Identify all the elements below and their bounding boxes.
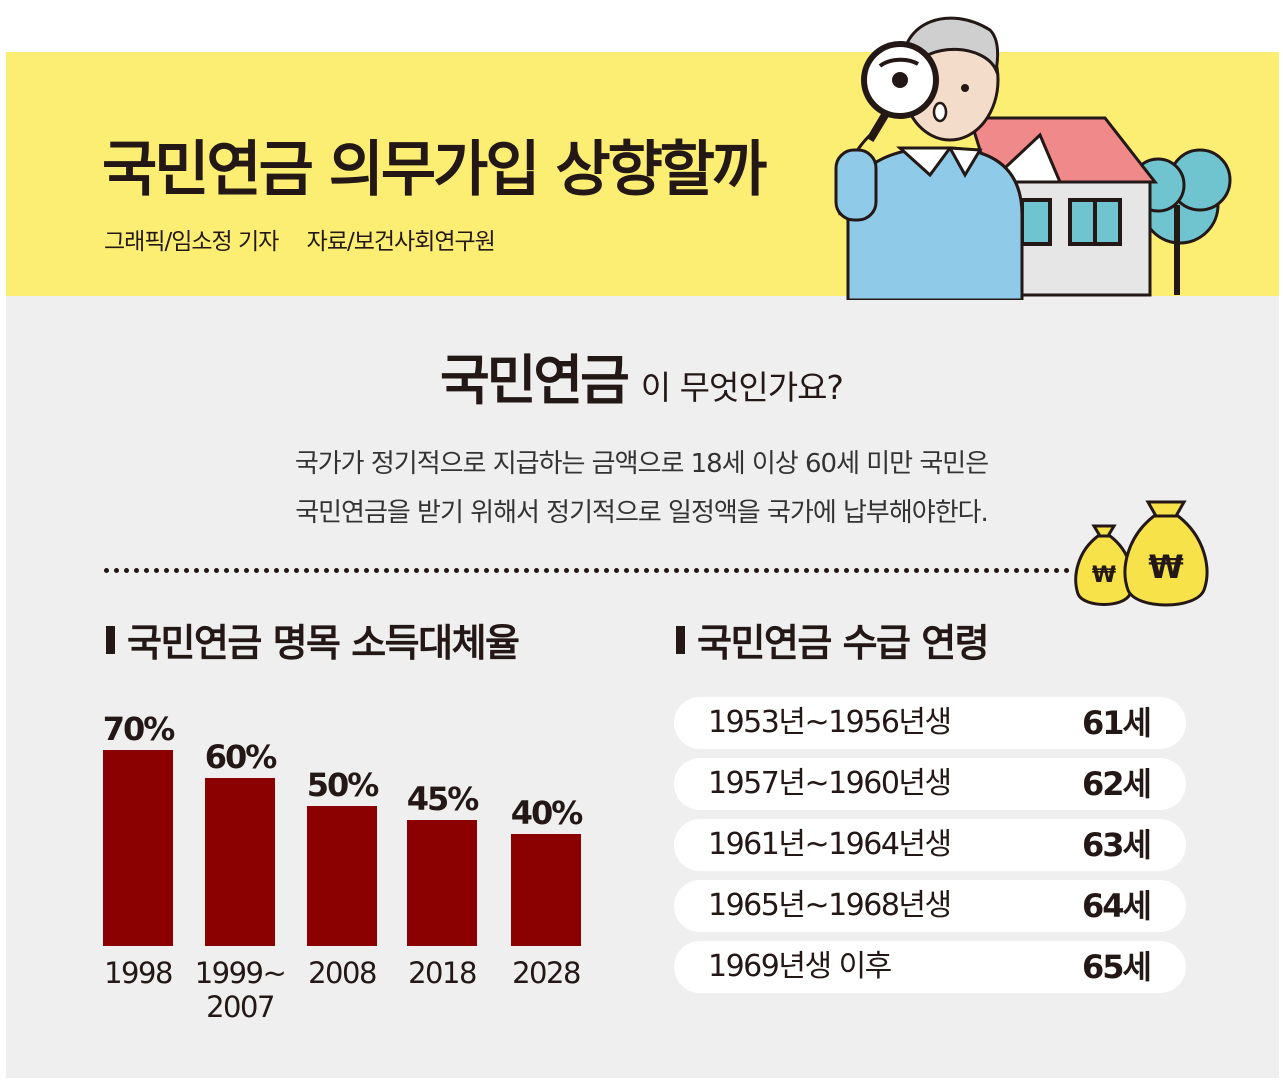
money-symbol-large: ₩ xyxy=(1148,548,1183,586)
pension-age-row: 1969년생 이후 65세 xyxy=(674,941,1186,993)
birth-year-range: 1961년~1964년생 xyxy=(708,827,952,862)
pension-start-age: 61세 xyxy=(1082,704,1152,742)
section-marker-icon xyxy=(106,625,115,654)
elderly-man-magnifier-house-illustration xyxy=(834,16,1232,300)
birth-year-range: 1969년생 이후 xyxy=(708,949,892,984)
replacement-rate-title-text: 국민연금 명목 소득대체율 xyxy=(127,621,520,665)
section-marker-icon xyxy=(676,625,685,654)
credit-graphic: 그래픽/임소정 기자 xyxy=(104,229,279,255)
pension-age-section-title: 국민연금 수급 연령 xyxy=(676,612,990,667)
birth-year-range: 1965년~1968년생 xyxy=(708,888,952,923)
house-icon xyxy=(967,116,1159,297)
intro-heading: 국민연금 이 무엇인가요? xyxy=(0,336,1283,415)
category-tick-label: 1998 xyxy=(104,956,172,990)
intro-heading-rest: 이 무엇인가요? xyxy=(640,368,844,407)
replacement-rate-section-title: 국민연금 명목 소득대체율 xyxy=(106,612,520,667)
bar xyxy=(205,778,275,946)
pension-age-list: 1953년~1956년생 61세 1957년~1960년생 62세 1961년~1964… xyxy=(674,697,1186,1002)
pension-start-age: 63세 xyxy=(1082,826,1152,864)
bar-value-label: 45% xyxy=(407,780,480,818)
page-title: 국민연금 의무가입 상향할까 xyxy=(102,135,767,205)
bar xyxy=(407,820,477,946)
intro-heading-bold: 국민연금 xyxy=(440,349,630,412)
replacement-rate-bar-chart: 70% 1998 60% 1999~ 2007 50% 2008 45% 2018 40% 2028 xyxy=(103,710,586,1024)
bar xyxy=(511,834,581,946)
money-bag-large: ₩ xyxy=(1123,500,1209,607)
category-tick-label: 2018 xyxy=(408,956,476,990)
pension-age-row: 1953년~1956년생 61세 xyxy=(674,697,1186,749)
pension-age-row: 1961년~1964년생 63세 xyxy=(674,819,1186,871)
birth-year-range: 1957년~1960년생 xyxy=(708,766,952,801)
category-tick-label: 2028 xyxy=(512,956,580,990)
pension-age-row: 1957년~1960년생 62세 xyxy=(674,758,1186,810)
intro-description-line2: 국민연금을 받기 위해서 정기적으로 일정액을 국가에 납부해야한다. xyxy=(295,498,989,528)
bar-value-label: 70% xyxy=(103,710,176,748)
bar-value-label: 40% xyxy=(511,794,584,832)
dotted-divider xyxy=(104,568,1070,573)
category-tick-label: 2008 xyxy=(308,956,376,990)
pension-age-title-text: 국민연금 수급 연령 xyxy=(697,621,990,665)
bar xyxy=(103,750,173,946)
bar-value-label: 60% xyxy=(205,738,278,776)
credit-source: 자료/보건사회연구원 xyxy=(306,229,496,255)
money-bag-small: ₩ xyxy=(1074,524,1134,606)
pension-start-age: 64세 xyxy=(1082,887,1152,925)
pension-start-age: 65세 xyxy=(1082,948,1152,986)
category-tick-label: 1999~ 2007 xyxy=(195,956,286,1024)
bar xyxy=(307,806,377,946)
money-bag-icon: ₩ ₩ xyxy=(1074,500,1209,607)
intro-description-line1: 국가가 정기적으로 지급하는 금액으로 18세 이상 60세 미만 국민은 xyxy=(294,449,989,479)
money-symbol-small: ₩ xyxy=(1092,563,1116,588)
elderly-man-icon xyxy=(834,16,1024,300)
pension-start-age: 62세 xyxy=(1082,765,1152,803)
credits: 그래픽/임소정 기자 자료/보건사회연구원 xyxy=(104,222,517,256)
bar-value-label: 50% xyxy=(307,766,380,804)
pension-age-row: 1965년~1968년생 64세 xyxy=(674,880,1186,932)
birth-year-range: 1953년~1956년생 xyxy=(708,705,952,740)
